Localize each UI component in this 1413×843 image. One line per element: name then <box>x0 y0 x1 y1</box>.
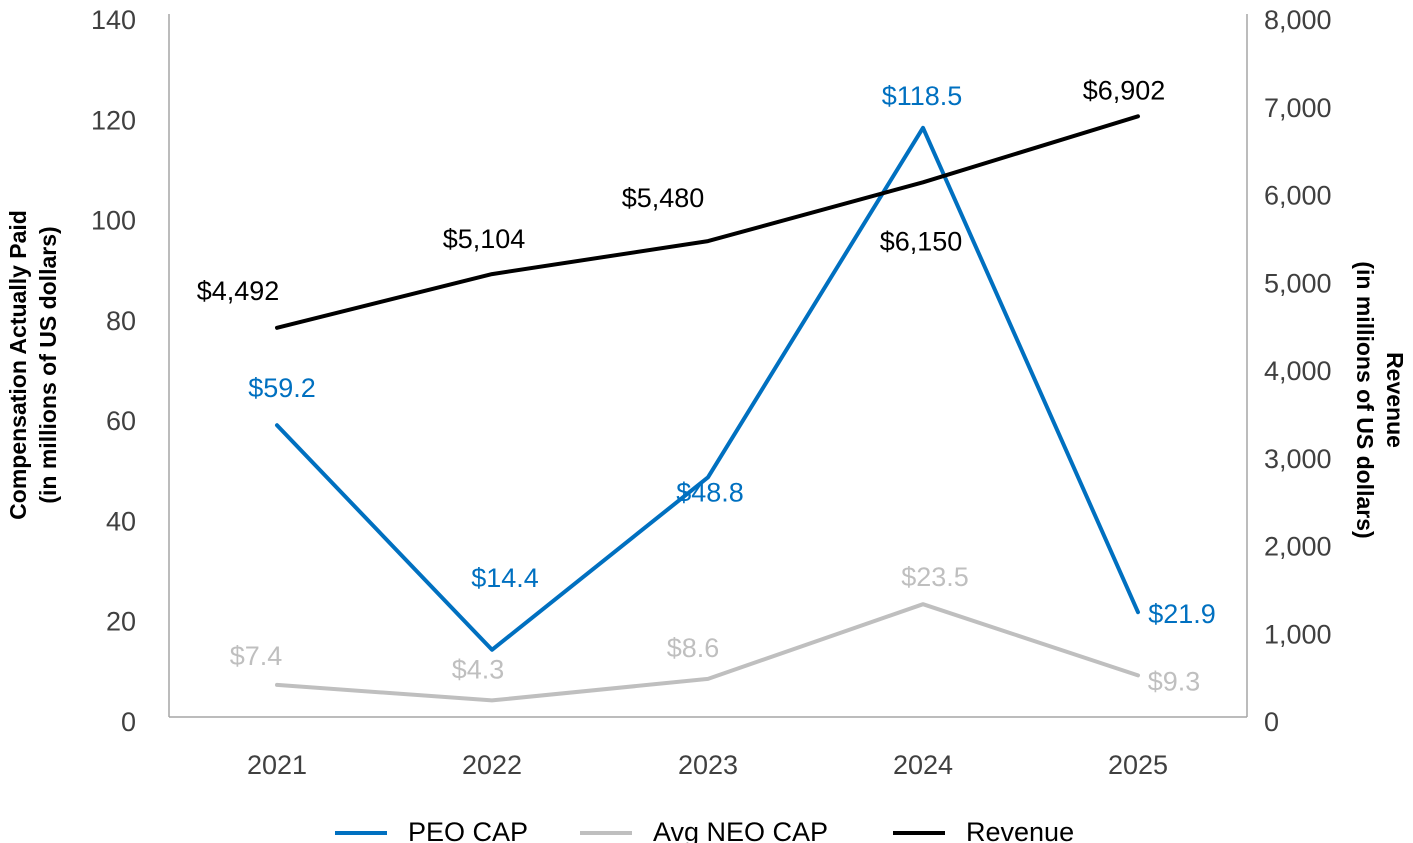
left-axis-title: Compensation Actually Paid (in millions … <box>5 210 61 520</box>
right-tick-label-2-000: 2,000 <box>1264 532 1332 562</box>
legend-label-avg-neo-cap: Avg NEO CAP <box>653 817 828 843</box>
x-tick-label-2024: 2024 <box>893 750 953 780</box>
right-axis-title-line1: Revenue <box>1382 352 1408 448</box>
data-label-revenue-2024: $6,150 <box>880 226 963 256</box>
series-line-peo-cap <box>275 125 1140 652</box>
data-label-peo-cap-2024: $118.5 <box>882 81 963 111</box>
legend-label-revenue: Revenue <box>966 817 1074 843</box>
data-labels: $59.2 $14.4 $48.8 $118.5 $21.9 $7.4 $4.3 $8.6 $2… <box>197 75 1216 696</box>
right-tick-label-5-000: 5,000 <box>1264 268 1332 298</box>
series-line-revenue <box>275 114 1140 330</box>
left-axis-title-line1: Compensation Actually Paid <box>5 210 31 520</box>
left-tick-label-100: 100 <box>91 206 136 236</box>
data-label-avg-neo-cap-2022: $4.3 <box>452 654 505 684</box>
series-line-avg-neo-cap <box>275 602 1140 703</box>
right-tick-label-6-000: 6,000 <box>1264 181 1332 211</box>
data-label-peo-cap-2022: $14.4 <box>471 563 539 593</box>
left-tick-label-140: 140 <box>91 5 136 35</box>
data-label-revenue-2025: $6,902 <box>1083 75 1166 105</box>
left-tick-label-120: 120 <box>91 105 136 135</box>
left-tick-label-20: 20 <box>106 607 136 637</box>
data-label-avg-neo-cap-2025: $9.3 <box>1148 666 1201 696</box>
legend-label-peo-cap: PEO CAP <box>408 817 528 843</box>
data-label-revenue-2022: $5,104 <box>443 224 526 254</box>
data-label-avg-neo-cap-2021: $7.4 <box>230 641 283 671</box>
data-label-avg-neo-cap-2024: $23.5 <box>901 562 969 592</box>
right-axis-title: Revenue (in millions of US dollars) <box>1352 261 1408 538</box>
left-tick-label-40: 40 <box>106 506 136 536</box>
series-lines <box>275 114 1140 703</box>
right-tick-label-7-000: 7,000 <box>1264 93 1332 123</box>
legend: PEO CAP Avg NEO CAP Revenue <box>335 817 1074 843</box>
right-tick-label-3-000: 3,000 <box>1264 444 1332 474</box>
data-label-revenue-2021: $4,492 <box>197 276 280 306</box>
data-label-revenue-2023: $5,480 <box>622 183 705 213</box>
data-label-peo-cap-2021: $59.2 <box>248 373 316 403</box>
right-axis-title-line2: (in millions of US dollars) <box>1352 261 1378 538</box>
x-tick-label-2021: 2021 <box>247 750 307 780</box>
left-tick-label-60: 60 <box>106 406 136 436</box>
data-label-peo-cap-2023: $48.8 <box>676 477 744 507</box>
left-tick-label-80: 80 <box>106 306 136 336</box>
x-tick-label-2023: 2023 <box>678 750 738 780</box>
x-tick-label-2022: 2022 <box>462 750 522 780</box>
right-tick-label-4-000: 4,000 <box>1264 356 1332 386</box>
right-axis-ticks: 0 1,000 2,000 3,000 4,000 5,000 6,000 7,000 8,00… <box>1264 5 1332 737</box>
data-label-peo-cap-2025: $21.9 <box>1148 599 1216 629</box>
right-tick-label-0: 0 <box>1264 707 1279 737</box>
left-tick-label-0: 0 <box>121 707 136 737</box>
left-axis-ticks: 0 20 40 60 80 100 120 140 <box>91 5 136 737</box>
right-tick-label-8-000: 8,000 <box>1264 5 1332 35</box>
x-axis-ticks: 2021 2022 2023 2024 2025 <box>247 750 1168 780</box>
right-tick-label-1-000: 1,000 <box>1264 619 1332 649</box>
data-label-avg-neo-cap-2023: $8.6 <box>667 633 720 663</box>
left-axis-title-line2: (in millions of US dollars) <box>35 226 61 503</box>
x-tick-label-2025: 2025 <box>1108 750 1168 780</box>
